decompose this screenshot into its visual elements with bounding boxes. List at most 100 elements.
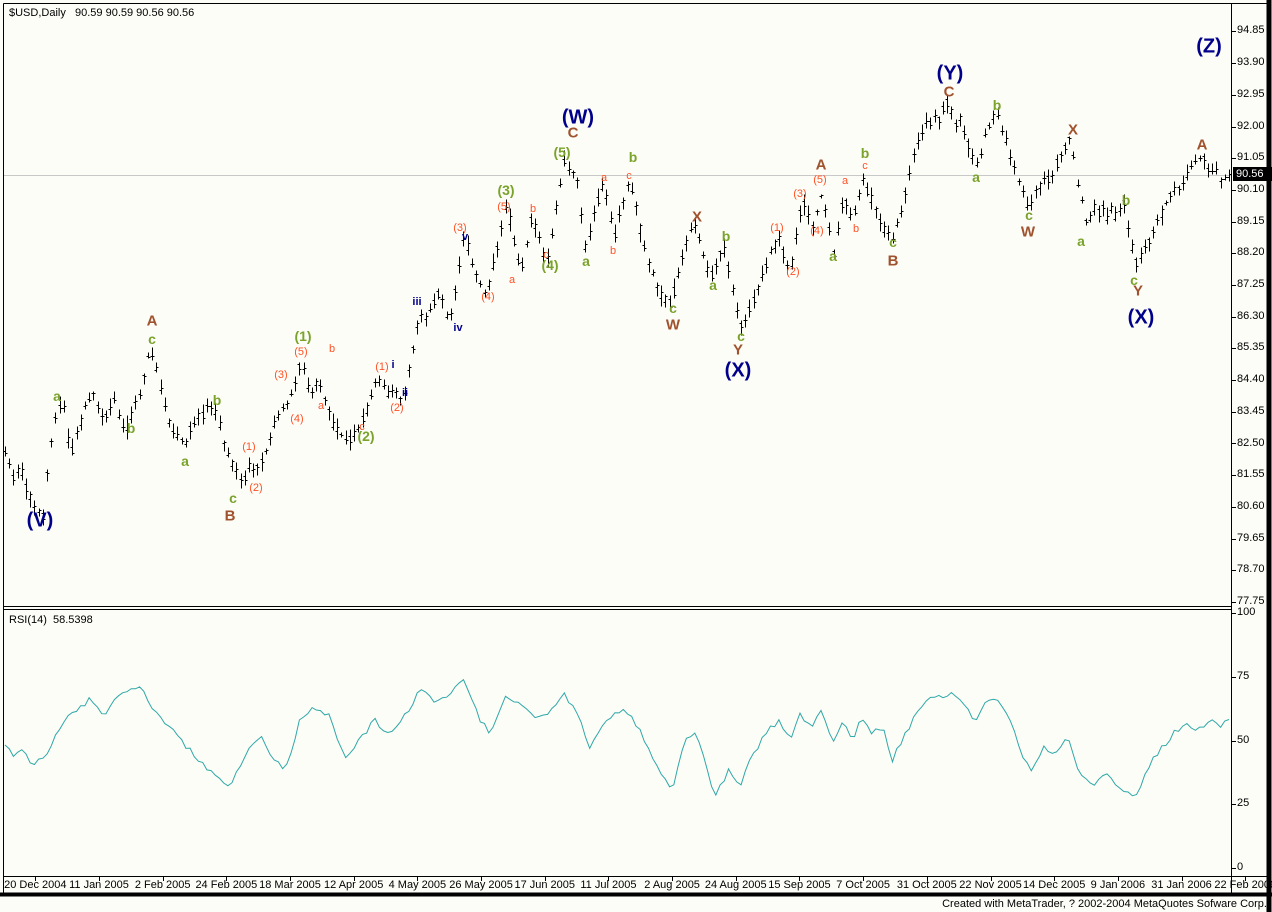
wave-label-brown[interactable]: A — [146, 312, 158, 330]
wave-label-orange[interactable]: (3) — [274, 369, 288, 381]
rsi-scale-label: 0 — [1237, 861, 1244, 873]
wave-label-brown[interactable]: A — [1196, 136, 1208, 154]
wave-label-green[interactable]: (1) — [294, 328, 312, 344]
wave-label-orange[interactable]: (4) — [810, 225, 824, 237]
wave-label-green[interactable]: a — [972, 169, 980, 185]
wave-label-orange[interactable]: (3) — [453, 222, 467, 234]
wave-label-green[interactable]: b — [628, 149, 638, 165]
wave-label-green[interactable]: (2) — [357, 428, 375, 444]
wave-label-roman[interactable]: v — [461, 231, 469, 243]
wave-label-primary[interactable]: (Z) — [1196, 35, 1222, 58]
price-scale-label: 90.10 — [1237, 182, 1265, 195]
rsi-scale-label: 50 — [1237, 733, 1250, 746]
wave-label-brown[interactable]: B — [224, 507, 236, 525]
wave-label-brown[interactable]: C — [943, 83, 955, 101]
wave-label-orange[interactable]: (3) — [793, 188, 807, 200]
wave-label-orange[interactable]: b — [328, 343, 336, 355]
wave-label-green[interactable]: (5) — [553, 144, 571, 160]
wave-label-green[interactable]: b — [992, 97, 1002, 113]
wave-label-brown[interactable]: W — [1020, 223, 1036, 241]
wave-label-green[interactable]: b — [126, 420, 136, 436]
wave-label-brown[interactable]: X — [691, 208, 703, 226]
wave-label-green[interactable]: c — [229, 490, 237, 506]
wave-label-orange[interactable]: (2) — [786, 266, 800, 278]
date-label: 24 Aug 2005 — [704, 879, 767, 891]
wave-label-orange[interactable]: (5) — [294, 346, 308, 358]
wave-label-orange[interactable]: (2) — [390, 402, 404, 414]
price-scale-label: 82.50 — [1237, 436, 1265, 449]
wave-label-green[interactable]: b — [860, 145, 870, 161]
wave-label-brown[interactable]: Y — [732, 341, 744, 359]
price-scale-label: 92.95 — [1237, 87, 1265, 100]
rsi-indicator-title: RSI(14) 58.5398 — [9, 614, 93, 626]
wave-label-orange[interactable]: (1) — [242, 441, 256, 453]
wave-label-green[interactable]: a — [829, 248, 837, 264]
wave-label-green[interactable]: c — [669, 300, 677, 316]
price-scale-label: 87.25 — [1237, 278, 1265, 290]
wave-label-orange[interactable]: (5) — [813, 174, 827, 186]
wave-label-brown[interactable]: Y — [1132, 282, 1144, 300]
wave-label-green[interactable]: (4) — [541, 257, 559, 273]
date-label: 17 Jun 2005 — [514, 879, 576, 891]
wave-label-roman[interactable]: iv — [453, 322, 463, 334]
wave-label-orange[interactable]: a — [317, 400, 325, 412]
wave-label-roman[interactable]: ii — [401, 387, 409, 399]
wave-label-green[interactable]: a — [181, 453, 189, 469]
wave-label-orange[interactable]: (5) — [497, 201, 511, 213]
date-label: 2 Feb 2005 — [134, 879, 191, 891]
wave-label-brown[interactable]: A — [815, 156, 827, 174]
wave-label-roman[interactable]: i — [391, 359, 395, 371]
wave-label-orange[interactable]: c — [626, 170, 632, 182]
wave-label-green[interactable]: a — [709, 277, 717, 293]
wave-label-orange[interactable]: a — [841, 175, 849, 187]
wave-label-orange[interactable]: (2) — [249, 482, 263, 494]
wave-label-orange[interactable]: (4) — [481, 291, 495, 303]
wave-label-brown[interactable]: C — [567, 124, 579, 142]
wave-label-primary[interactable]: (X) — [724, 359, 752, 382]
wave-label-orange[interactable]: (4) — [290, 413, 304, 425]
wave-label-orange[interactable]: (1) — [375, 361, 389, 373]
price-scale-label: 77.75 — [1237, 595, 1265, 607]
price-scale-label: 89.15 — [1237, 214, 1265, 227]
wave-label-primary[interactable]: (W) — [561, 106, 595, 129]
rsi-line — [4, 678, 1230, 797]
wave-label-green[interactable]: b — [721, 228, 731, 244]
date-label: 2 Aug 2005 — [644, 879, 700, 891]
wave-label-green[interactable]: a — [582, 253, 590, 269]
wave-label-green[interactable]: b — [1121, 192, 1131, 208]
wave-label-brown[interactable]: B — [887, 252, 899, 270]
price-scale-label: 94.85 — [1237, 24, 1265, 37]
wave-label-green[interactable]: c — [737, 328, 745, 344]
date-label: 26 May 2005 — [449, 879, 513, 891]
wave-label-green[interactable]: a — [53, 388, 61, 404]
wave-label-orange[interactable]: c — [359, 421, 365, 433]
wave-label-brown[interactable]: X — [1067, 121, 1079, 139]
wave-label-brown[interactable]: W — [665, 316, 681, 334]
wave-label-green[interactable]: c — [889, 234, 897, 250]
wave-label-orange[interactable]: c — [543, 249, 549, 261]
price-scale-label: 84.40 — [1237, 373, 1265, 386]
date-label: 20 Dec 2004 — [4, 879, 67, 891]
wave-label-primary[interactable]: (Y) — [936, 62, 964, 85]
wave-label-green[interactable]: a — [1077, 233, 1085, 249]
price-scale-label: 88.20 — [1237, 246, 1265, 259]
wave-label-orange[interactable]: b — [609, 245, 617, 257]
wave-label-green[interactable]: (3) — [497, 182, 515, 198]
wave-label-orange[interactable]: (1) — [770, 222, 784, 234]
wave-label-roman[interactable]: iii — [412, 296, 422, 308]
wave-label-orange[interactable]: b — [852, 223, 860, 235]
wave-label-primary[interactable]: (V) — [26, 509, 54, 532]
price-scale-label: 93.90 — [1237, 56, 1265, 69]
wave-label-green[interactable]: c — [1130, 272, 1138, 288]
wave-label-green[interactable]: c — [148, 331, 156, 347]
wave-label-orange[interactable]: b — [529, 203, 537, 215]
wave-label-orange[interactable]: a — [508, 274, 516, 286]
wave-label-green[interactable]: c — [1025, 207, 1033, 223]
wave-label-orange[interactable]: a — [600, 172, 608, 184]
wave-label-primary[interactable]: (X) — [1127, 306, 1155, 329]
wave-label-orange[interactable]: c — [862, 160, 868, 172]
date-label: 4 May 2005 — [388, 879, 447, 891]
wave-label-green[interactable]: b — [212, 392, 222, 408]
date-label: 7 Oct 2005 — [836, 879, 891, 891]
